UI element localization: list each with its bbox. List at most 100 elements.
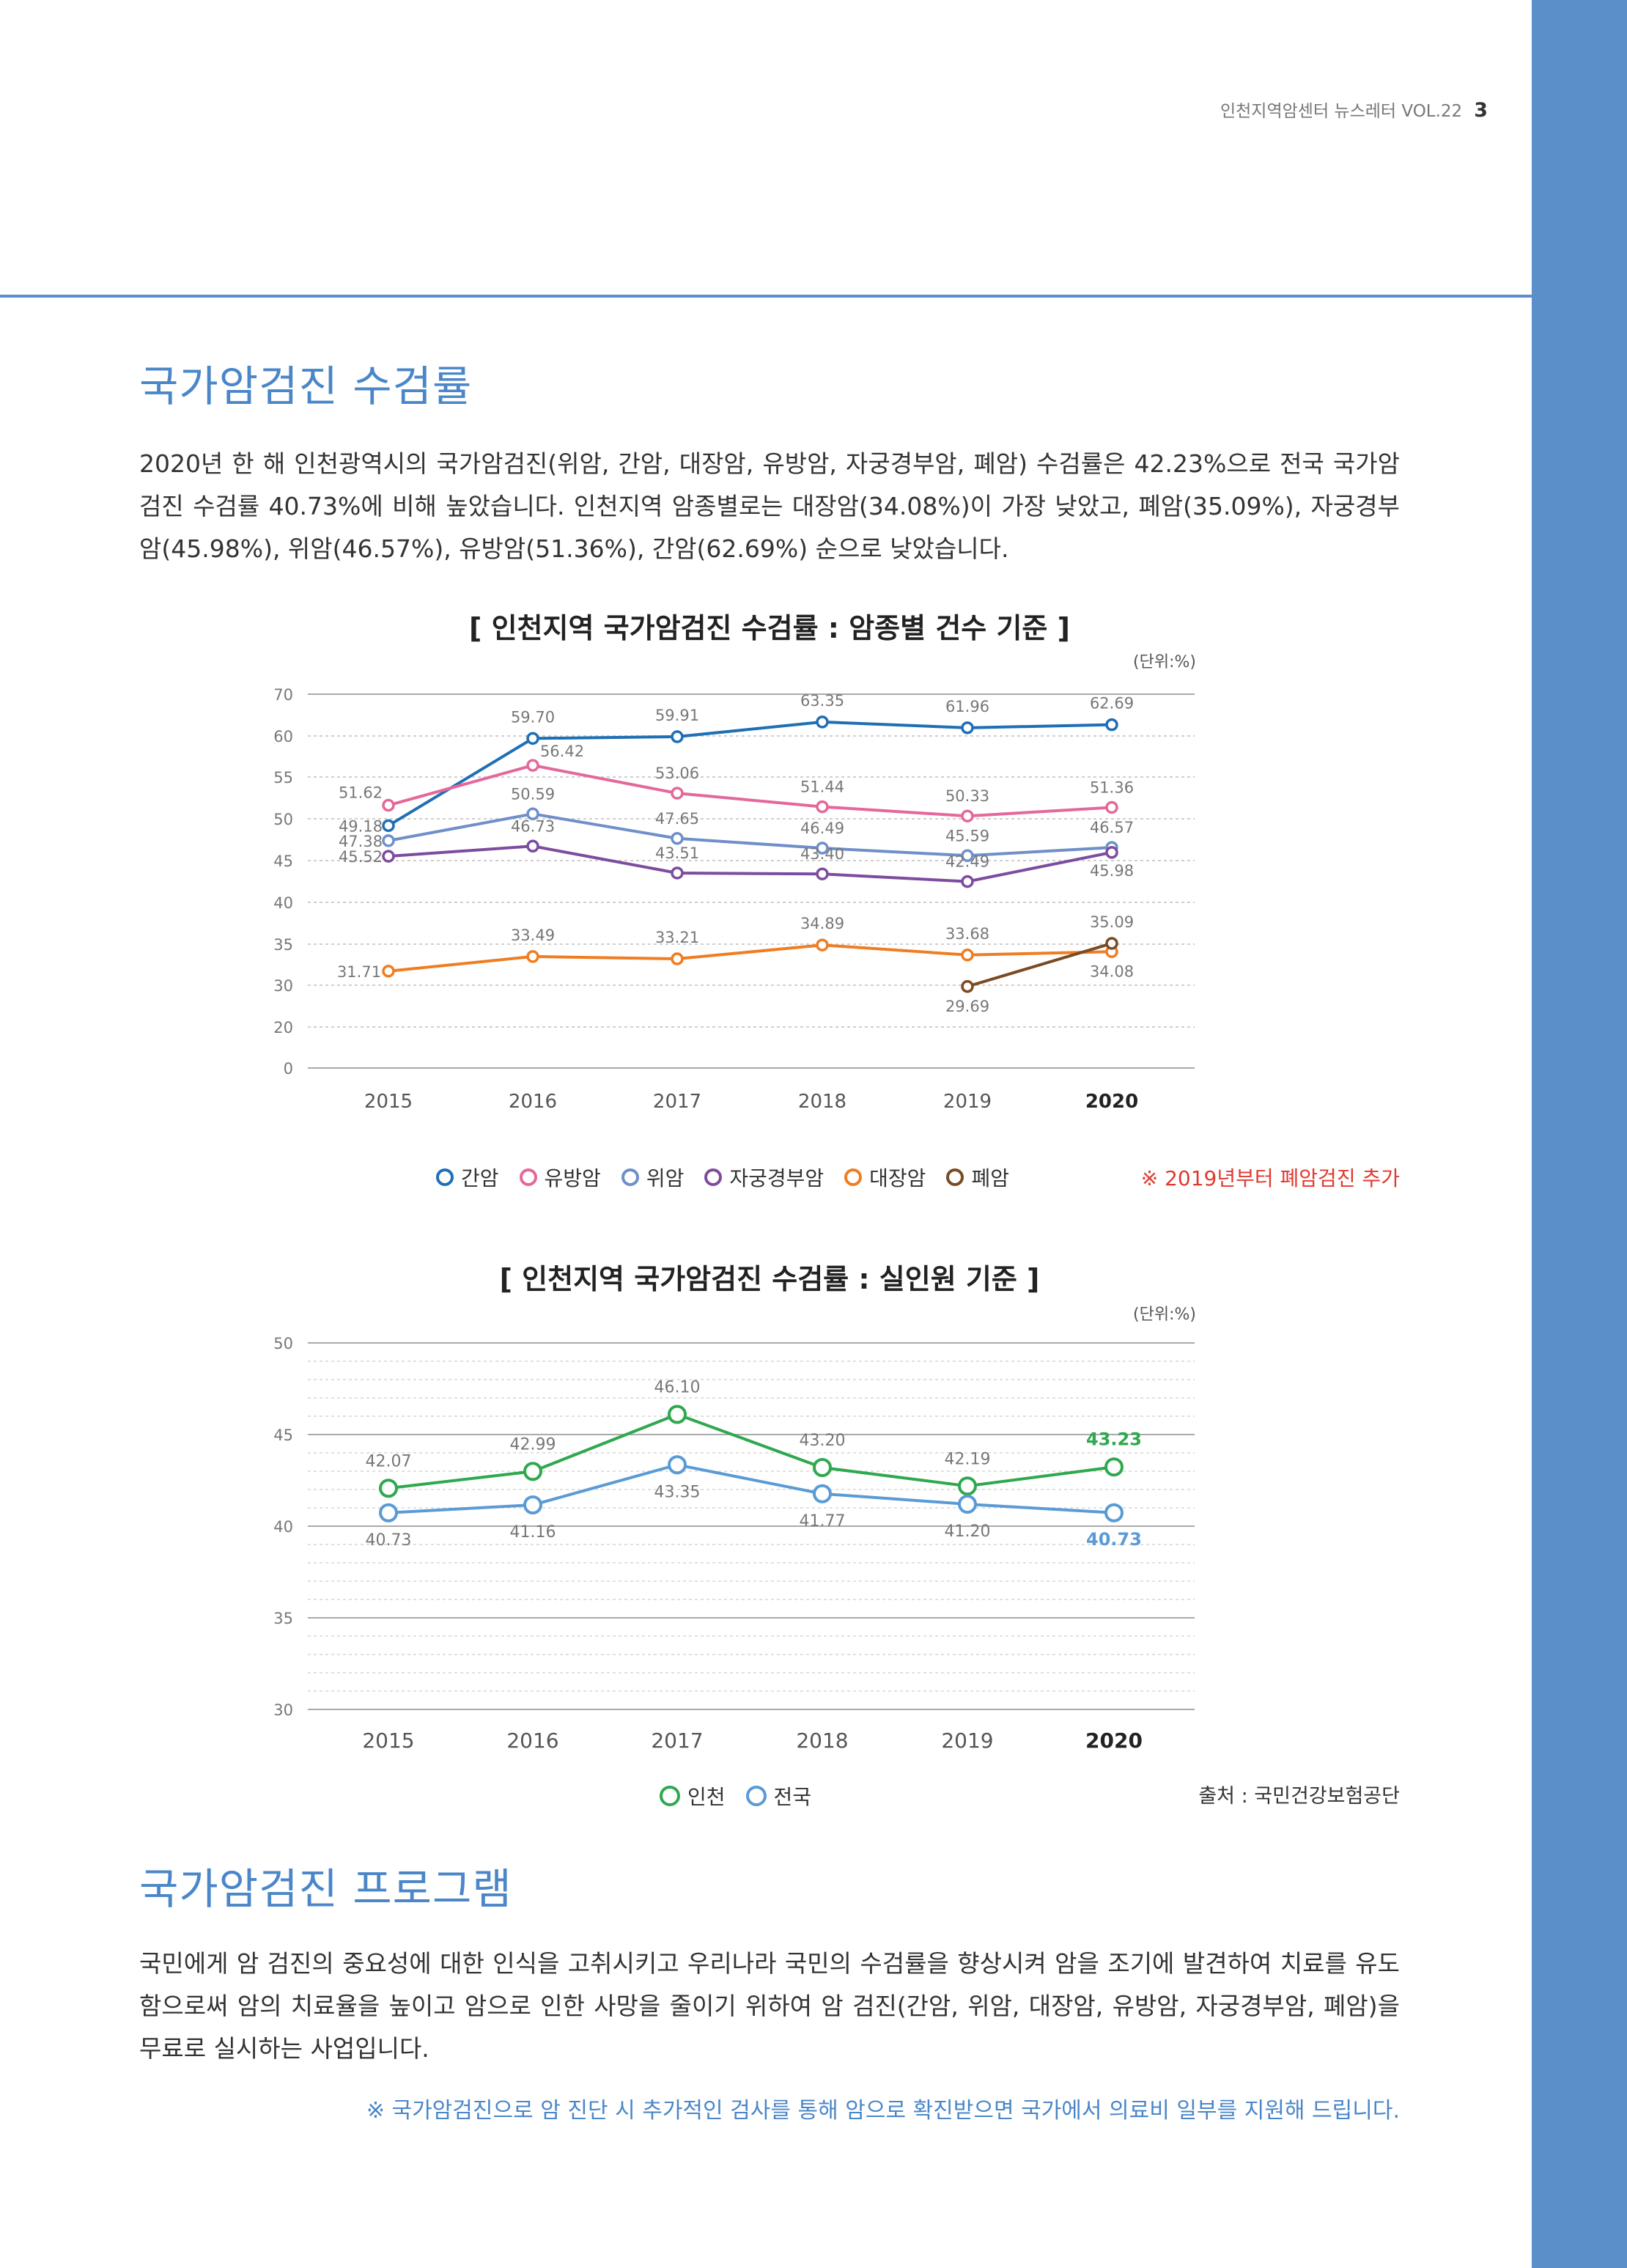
chart1-data-label: 51.62 <box>339 784 383 802</box>
chart2-point-전국 <box>958 1495 977 1514</box>
chart2-actual-persons: (단위:%) 30 35 40 45 50 2015 2016 2017 2018 2019 2020… <box>273 1306 1196 1753</box>
chart1-legend-item: 위암 <box>621 1163 685 1192</box>
chart1-y-tick-label: 20 <box>273 1019 293 1037</box>
chart1-data-label: 34.89 <box>800 915 844 932</box>
chart1-data-label: 35.09 <box>1090 913 1134 931</box>
chart1-y-tick-label: 50 <box>273 811 293 828</box>
chart2-title: [ 인천지역 국가암검진 수검률 : 실인원 기준 ] <box>499 1263 1040 1295</box>
chart2-data-label: 43.35 <box>654 1483 701 1501</box>
program-note: ※ 국가암검진으로 암 진단 시 추가적인 검사를 통해 암으로 확진받으면 국… <box>366 2098 1400 2124</box>
chart1-x-tick-label: 2015 <box>364 1091 413 1113</box>
chart1-x-tick-label: 2020 <box>1085 1091 1138 1113</box>
chart1-point-유방암 <box>1105 800 1118 814</box>
chart2-x-tick-label: 2018 <box>796 1728 848 1753</box>
chart1-cancer-type: (단위:%) 0 20 30 35 40 45 50 55 60 70 2015 2016 2017 201… <box>273 653 1196 1113</box>
chart1-point-폐암 <box>961 980 974 993</box>
chart1-legend-label: 자궁경부암 <box>729 1166 824 1190</box>
chart1-y-tick-label: 35 <box>273 936 293 954</box>
chart1-data-label: 49.18 <box>339 817 383 835</box>
section-paragraph-program: 국민에게 암 검진의 중요성에 대한 인식을 고취시키고 우리나라 국민의 수검… <box>139 1949 1400 2063</box>
chart2-series-line-전국 <box>388 1463 1115 1514</box>
chart1-point-대장암 <box>961 949 974 962</box>
chart1-legend-label: 위암 <box>646 1166 685 1190</box>
newsletter-header: 인천지역암센터 뉴스레터 VOL.22 3 <box>1220 97 1488 122</box>
chart2-legend-item: 인천 <box>660 1781 726 1811</box>
legend-marker-icon <box>704 1168 723 1186</box>
chart2-data-label: 46.10 <box>654 1379 701 1397</box>
chart2-point-전국 <box>1104 1503 1124 1523</box>
chart1-data-label: 61.96 <box>945 698 989 715</box>
chart1-title: [ 인천지역 국가암검진 수검률 : 암종별 건수 기준 ] <box>468 612 1070 644</box>
chart1-data-label: 43.40 <box>800 845 844 863</box>
chart1-data-label: 29.69 <box>945 998 989 1015</box>
chart2-data-label: 41.20 <box>945 1523 991 1541</box>
chart1-data-label: 34.08 <box>1090 962 1134 980</box>
page-number: 3 <box>1474 99 1488 122</box>
chart2-data-label: 40.73 <box>366 1531 412 1550</box>
chart2-legend-label: 전국 <box>773 1785 812 1809</box>
chart2-point-인천 <box>1104 1457 1124 1477</box>
chart1-data-label: 46.73 <box>511 817 555 835</box>
chart1-data-label: 33.49 <box>511 927 555 944</box>
chart2-source: 출처 : 국민건강보험공단 <box>1198 1785 1400 1808</box>
chart1-data-label: 33.21 <box>655 929 699 946</box>
chart1-series-line-대장암 <box>388 943 1113 973</box>
chart1-x-tick-label: 2019 <box>943 1091 992 1113</box>
chart2-x-tick-label: 2015 <box>362 1728 414 1753</box>
chart1-unit-label: (단위:%) <box>1133 653 1196 671</box>
chart1-point-간암 <box>816 715 829 729</box>
chart1-data-label: 63.35 <box>800 692 844 710</box>
chart1-point-간암 <box>671 730 684 743</box>
chart1-data-label: 62.69 <box>1090 695 1134 713</box>
chart1-legend-label: 폐암 <box>971 1166 1009 1190</box>
section-title-program: 국가암검진 프로그램 <box>139 1864 512 1914</box>
chart1-series-line-유방암 <box>388 764 1113 818</box>
chart1-point-유방암 <box>816 800 829 814</box>
sidebar-strip <box>1532 0 1627 2268</box>
legend-marker-icon <box>946 1168 964 1186</box>
chart1-data-label: 50.59 <box>511 785 555 803</box>
chart1-data-label: 59.91 <box>655 707 699 724</box>
chart2-y-tick-label: 40 <box>273 1518 293 1536</box>
chart1-data-label: 42.49 <box>945 853 989 871</box>
chart1-point-간암 <box>961 721 974 734</box>
chart2-legend-item: 전국 <box>745 1781 812 1811</box>
chart2-data-label: 43.23 <box>1086 1429 1142 1449</box>
chart1-data-label: 43.51 <box>655 844 699 862</box>
legend-marker-icon <box>621 1168 639 1186</box>
chart1-point-위암 <box>816 842 829 855</box>
chart2-point-인천 <box>958 1476 977 1496</box>
chart1-data-label: 51.36 <box>1090 778 1134 796</box>
chart1-data-label: 51.44 <box>800 778 844 796</box>
chart1-legend-label: 대장암 <box>869 1166 926 1190</box>
chart2-data-label: 41.77 <box>800 1512 846 1531</box>
chart1-point-유방암 <box>961 809 974 822</box>
chart2-data-label: 42.99 <box>510 1435 556 1454</box>
chart1-x-tick-label: 2016 <box>509 1091 557 1113</box>
chart1-point-간암 <box>382 819 395 833</box>
chart2-legend: 인천 전국 <box>660 1781 832 1811</box>
chart1-legend: 간암 유방암 위암 자궁경부암 대장암 폐암 <box>436 1163 1030 1192</box>
chart1-point-자궁경부암 <box>671 866 684 880</box>
chart1-point-간암 <box>1105 718 1118 732</box>
chart1-legend-item: 폐암 <box>946 1163 1009 1192</box>
chart2-point-전국 <box>523 1495 542 1514</box>
chart2-y-tick-label: 30 <box>273 1701 293 1719</box>
chart1-legend-item: 대장암 <box>844 1163 926 1192</box>
chart1-legend-item: 간암 <box>436 1163 499 1192</box>
chart2-point-인천 <box>379 1479 398 1498</box>
header-rule <box>0 295 1532 298</box>
chart1-point-위암 <box>961 849 974 863</box>
legend-marker-icon <box>660 1786 680 1806</box>
chart1-note: ※ 2019년부터 폐암검진 추가 <box>1140 1166 1400 1190</box>
chart1-y-tick-label: 70 <box>273 686 293 704</box>
chart1-series-line-폐암 <box>967 942 1113 988</box>
chart1-data-label: 33.68 <box>945 925 989 943</box>
chart2-y-tick-label: 50 <box>273 1335 293 1352</box>
chart2-unit-label: (단위:%) <box>1133 1306 1196 1324</box>
chart1-point-유방암 <box>671 787 684 800</box>
section-title-screening-rate: 국가암검진 수검률 <box>139 361 473 411</box>
chart1-point-간암 <box>526 732 539 745</box>
chart2-point-전국 <box>379 1503 398 1523</box>
chart1-point-유방암 <box>382 798 395 812</box>
